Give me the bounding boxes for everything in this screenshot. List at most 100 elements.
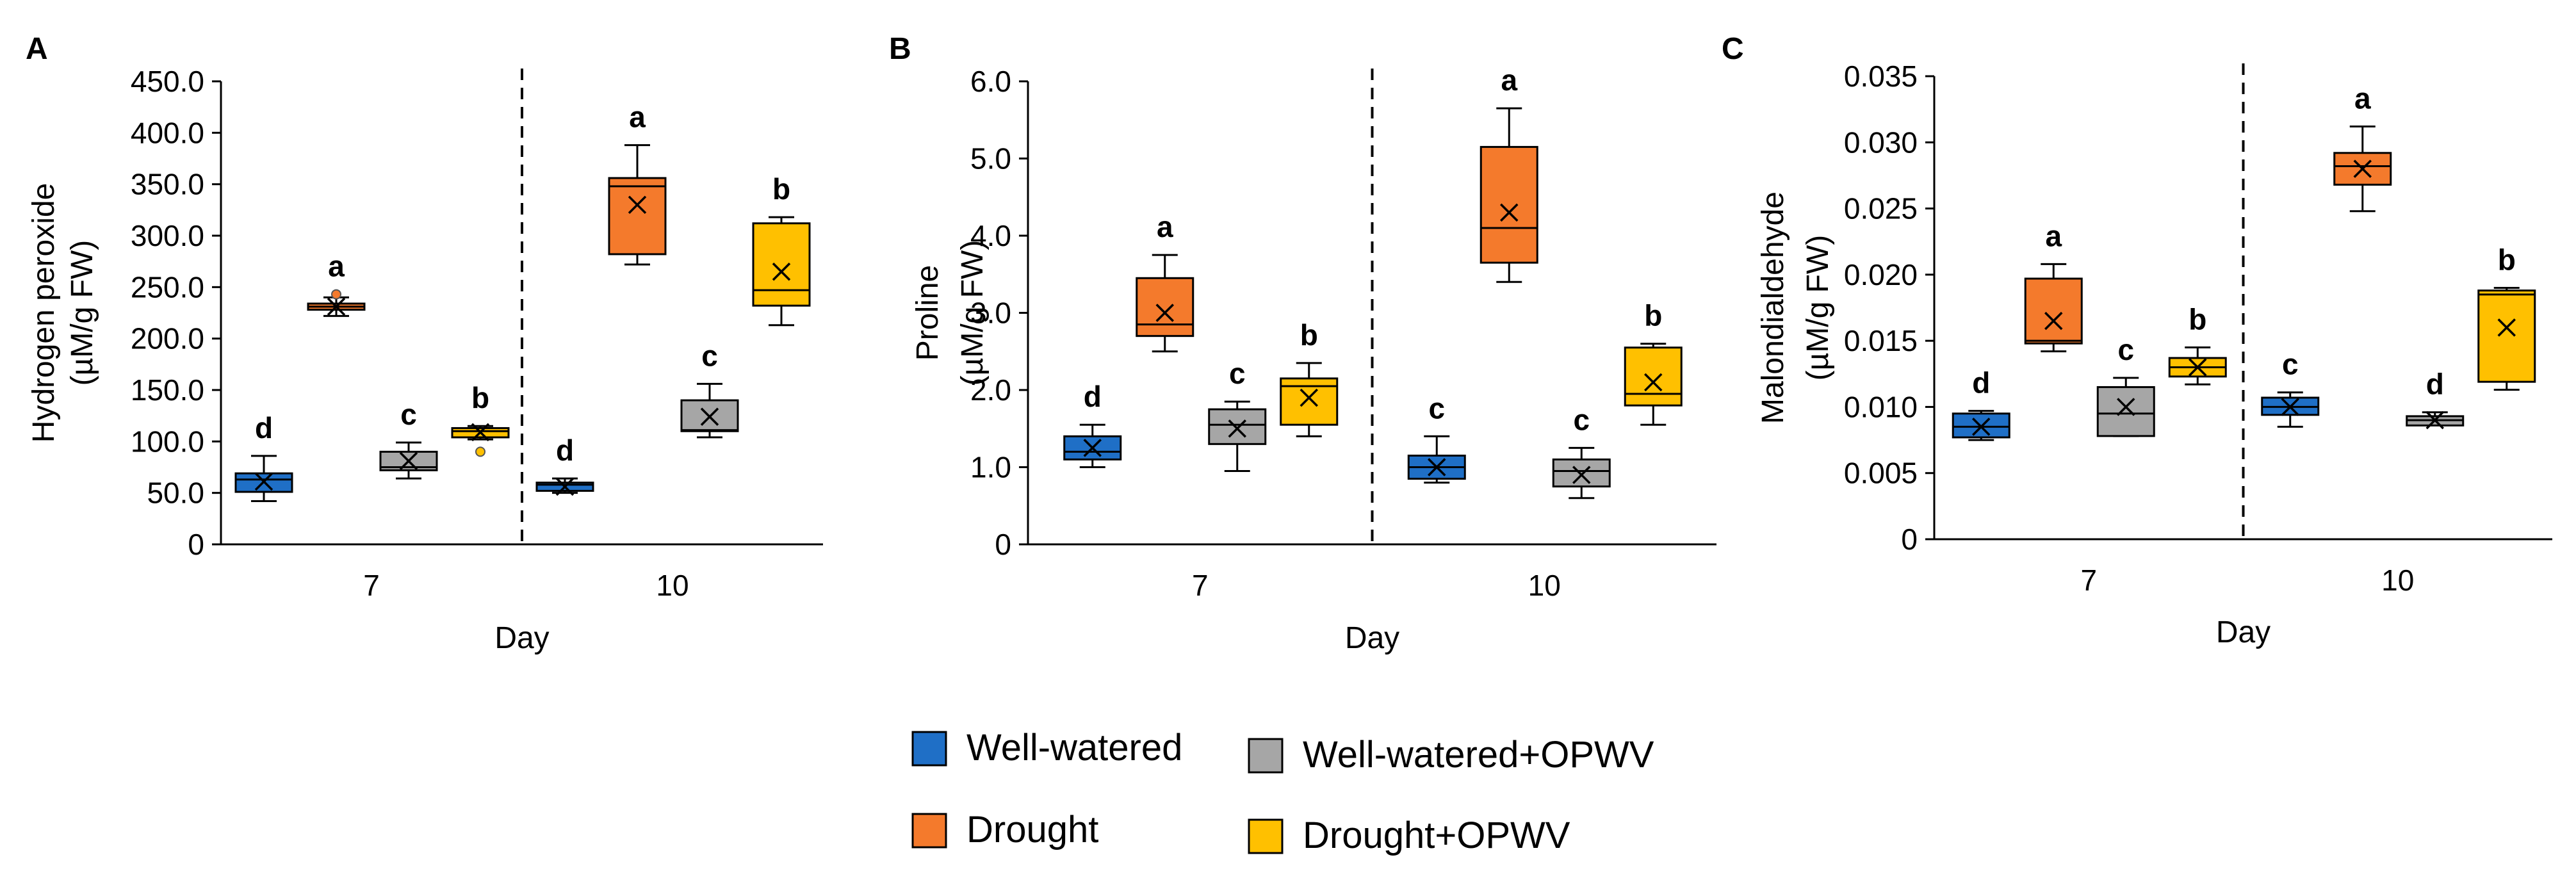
significance-letter: a	[2354, 81, 2371, 115]
box-drought-opwv-day-10: b	[752, 172, 811, 327]
mean-marker	[471, 423, 490, 442]
box-drought-day-7: a	[1136, 210, 1194, 353]
box-iqr	[608, 177, 667, 256]
y-tick-label: 4.0	[970, 219, 1011, 252]
box-well-watered-day-7: d	[234, 411, 293, 503]
x-axis-label: Day	[2216, 615, 2270, 649]
y-tick-label: 0	[1901, 523, 1918, 556]
significance-letter: a	[2045, 219, 2062, 252]
y-axis-label: Proline	[911, 265, 945, 361]
y-tick-label: 450.0	[131, 65, 204, 98]
mean-marker	[1644, 373, 1663, 392]
legend-swatch	[1248, 818, 1284, 854]
box-iqr	[1208, 408, 1267, 445]
x-axis-label: Day	[1345, 621, 1399, 655]
significance-letter: d	[1084, 380, 1102, 413]
mean-marker	[2281, 398, 2299, 416]
legend-label: Well-watered+OPWV	[1303, 734, 1654, 776]
box-well-watered-day-10: d	[535, 434, 594, 496]
mean-marker	[1972, 418, 1991, 436]
mean-marker	[555, 477, 575, 496]
outlier-point	[331, 289, 341, 300]
significance-letter: d	[255, 411, 273, 444]
x-axis-label: Day	[494, 621, 549, 655]
significance-letter: b	[471, 381, 489, 414]
significance-letter: b	[1300, 318, 1318, 352]
box-drought-opwv-day-7: b	[2168, 302, 2227, 386]
box-drought-opwv-day-7: b	[451, 381, 510, 457]
box-well-watered-opwv-day-10: c	[680, 339, 739, 439]
legend-label: Drought	[966, 809, 1098, 850]
mean-marker	[1572, 466, 1591, 484]
x-tick-label: 7	[1192, 569, 1209, 602]
y-tick-label: 250.0	[131, 270, 204, 304]
significance-letter: a	[1501, 63, 1517, 97]
mean-marker	[2189, 358, 2207, 377]
box-drought-opwv-day-10: b	[1624, 299, 1683, 426]
box-well-watered-day-7: d	[1952, 366, 2010, 441]
y-axis-label-units: (µM/g FW)	[1801, 235, 1835, 381]
significance-letter: c	[1573, 403, 1590, 436]
legend-label: Drought+OPWV	[1303, 815, 1570, 856]
y-tick-label: 6.0	[970, 65, 1011, 98]
significance-letter: a	[328, 250, 345, 283]
panel-label: A	[26, 32, 48, 66]
significance-letter: b	[2498, 243, 2516, 277]
panel-label: B	[889, 32, 911, 66]
y-tick-label: 0.035	[1844, 60, 1918, 93]
y-axis-label: Hydrogen peroxide	[27, 183, 61, 443]
significance-letter: b	[2189, 302, 2206, 336]
y-tick-label: 0.005	[1844, 457, 1918, 490]
box-iqr	[752, 222, 811, 307]
box-well-watered-day-7: d	[1063, 380, 1122, 468]
box-iqr	[2024, 277, 2083, 345]
mean-marker	[399, 451, 418, 471]
y-tick-label: 0.015	[1844, 324, 1918, 357]
legend-swatch	[911, 731, 947, 767]
y-axis-label-units: (µM/g FW)	[956, 240, 990, 386]
y-tick-label: 3.0	[970, 297, 1011, 330]
y-axis-label-units: (µM/g FW)	[65, 240, 99, 386]
significance-letter: d	[1972, 366, 1990, 400]
y-tick-label: 0	[188, 528, 204, 561]
legend-swatch	[1248, 738, 1284, 774]
y-tick-label: 50.0	[147, 476, 204, 510]
box-iqr	[2477, 289, 2536, 383]
box-drought-day-10: a	[2333, 81, 2392, 213]
box-drought-day-10: a	[1480, 63, 1538, 283]
box-well-watered-opwv-day-7: c	[1208, 357, 1267, 473]
box-drought-day-10: a	[608, 101, 667, 266]
mean-marker	[2425, 411, 2444, 430]
significance-letter: b	[1644, 299, 1662, 332]
box-drought-opwv-day-7: b	[1280, 318, 1339, 437]
mean-marker	[2044, 311, 2063, 330]
x-tick-label: 7	[363, 569, 380, 602]
y-tick-label: 100.0	[131, 425, 204, 458]
box-well-watered-opwv-day-7: c	[2096, 333, 2155, 437]
box-iqr	[1480, 145, 1538, 264]
mean-marker	[1500, 203, 1519, 222]
x-tick-label: 10	[656, 569, 689, 602]
mean-marker	[2353, 159, 2372, 178]
y-tick-label: 0.030	[1844, 126, 1918, 159]
mean-marker	[628, 195, 647, 215]
legend: Well-watered Well-watered+OPWV Drought Drou…	[911, 727, 1654, 856]
y-tick-label: 5.0	[970, 142, 1011, 175]
chart-panel-c: C 0 0.005 0.010 0.015 0.020 0.025 0.030 0.035 Mal…	[1722, 32, 2552, 649]
y-tick-label: 0.025	[1844, 192, 1918, 225]
y-axis-label: Malondialdehyde	[1756, 191, 1790, 424]
chart-panel-a: A 0 50.0 100.0 150.0 200.0 250.0 300.0 350.0 400.…	[26, 32, 823, 655]
mean-marker	[327, 297, 346, 316]
mean-marker	[1155, 304, 1174, 322]
panel-label: C	[1722, 32, 1744, 66]
y-tick-label: 2.0	[970, 373, 1011, 407]
box-well-watered-opwv-day-7: c	[379, 398, 438, 480]
significance-letter: c	[1428, 391, 1445, 425]
y-tick-label: 150.0	[131, 373, 204, 407]
box-drought-day-7: a	[2024, 219, 2083, 353]
mean-marker	[1228, 419, 1246, 438]
box-well-watered-opwv-day-10: d	[2406, 368, 2465, 430]
legend-swatch	[911, 813, 947, 849]
box-iqr	[1952, 412, 2010, 439]
